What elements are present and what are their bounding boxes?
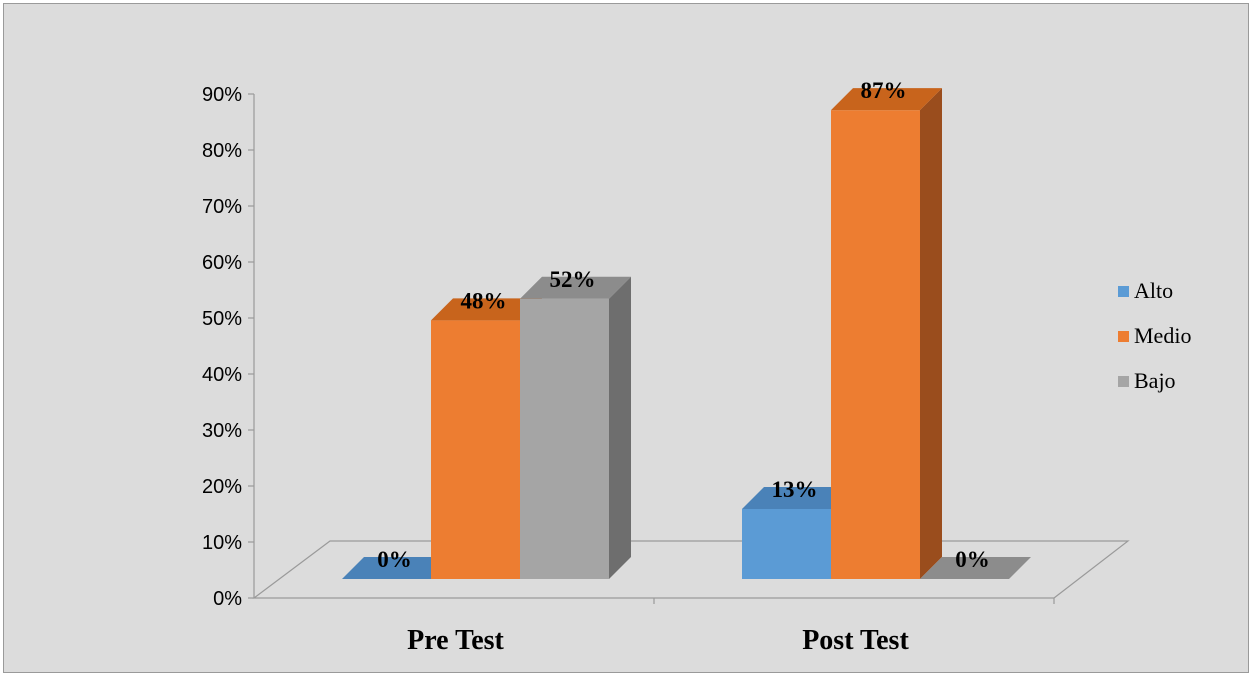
x-category-label: Pre Test <box>407 625 504 656</box>
y-axis: 0% 10% 20% 30% 40% 50% 60% 70% 80% 90% <box>202 84 255 610</box>
data-label: 48% <box>461 288 507 313</box>
bar-alto-top <box>342 557 453 579</box>
data-label: 13% <box>772 477 818 502</box>
y-tick-label: 0% <box>213 588 242 610</box>
y-tick-label: 40% <box>202 364 242 386</box>
floor-plane <box>252 540 1130 599</box>
bar-chart: 0% 10% 20% 30% 40% 50% 60% 70% 80% 90% 0% 48% 52% 13… <box>202 78 1191 656</box>
legend-entry-label: Bajo <box>1134 368 1176 393</box>
bar-medio-side <box>920 88 942 580</box>
y-tick-label: 50% <box>202 308 242 330</box>
x-category-label: Post Test <box>802 625 909 656</box>
legend-swatch <box>1118 331 1129 342</box>
bar-bajo-side <box>609 276 631 579</box>
chart-area: 0% 10% 20% 30% 40% 50% 60% 70% 80% 90% 0% 48% 52% 13… <box>3 3 1249 673</box>
bar-alto-front <box>742 508 831 579</box>
data-label: 52% <box>550 267 596 292</box>
bar-bajo-top <box>520 276 631 299</box>
chart-floor <box>252 540 1130 599</box>
data-label: 0% <box>955 547 990 572</box>
data-label: 87% <box>861 78 907 103</box>
legend-swatch <box>1118 376 1129 387</box>
x-axis: Pre Test Post Test <box>407 598 1055 656</box>
bar-medio-front <box>831 110 920 580</box>
bar-medio-top <box>431 298 542 321</box>
y-tick-label: 90% <box>202 84 242 106</box>
bars <box>342 88 1031 580</box>
bar-medio-top <box>831 88 942 111</box>
y-tick-label: 60% <box>202 252 242 274</box>
legend-entry-label: Medio <box>1134 323 1191 348</box>
y-tick-label: 80% <box>202 140 242 162</box>
legend: Alto Medio Bajo <box>1118 278 1191 393</box>
y-tick-label: 30% <box>202 420 242 442</box>
legend-swatch <box>1118 286 1129 297</box>
data-labels: 0% 48% 52% 13% 87% 0% <box>377 78 990 572</box>
y-tick-label: 20% <box>202 476 242 498</box>
legend-entry-label: Alto <box>1134 278 1173 303</box>
y-tick-label: 70% <box>202 196 242 218</box>
bar-bajo-top <box>920 557 1031 579</box>
bar-medio-front <box>431 320 520 579</box>
bar-bajo-front <box>520 298 609 579</box>
data-label: 0% <box>377 547 412 572</box>
bar-alto-top <box>742 486 853 509</box>
y-tick-label: 10% <box>202 532 242 554</box>
